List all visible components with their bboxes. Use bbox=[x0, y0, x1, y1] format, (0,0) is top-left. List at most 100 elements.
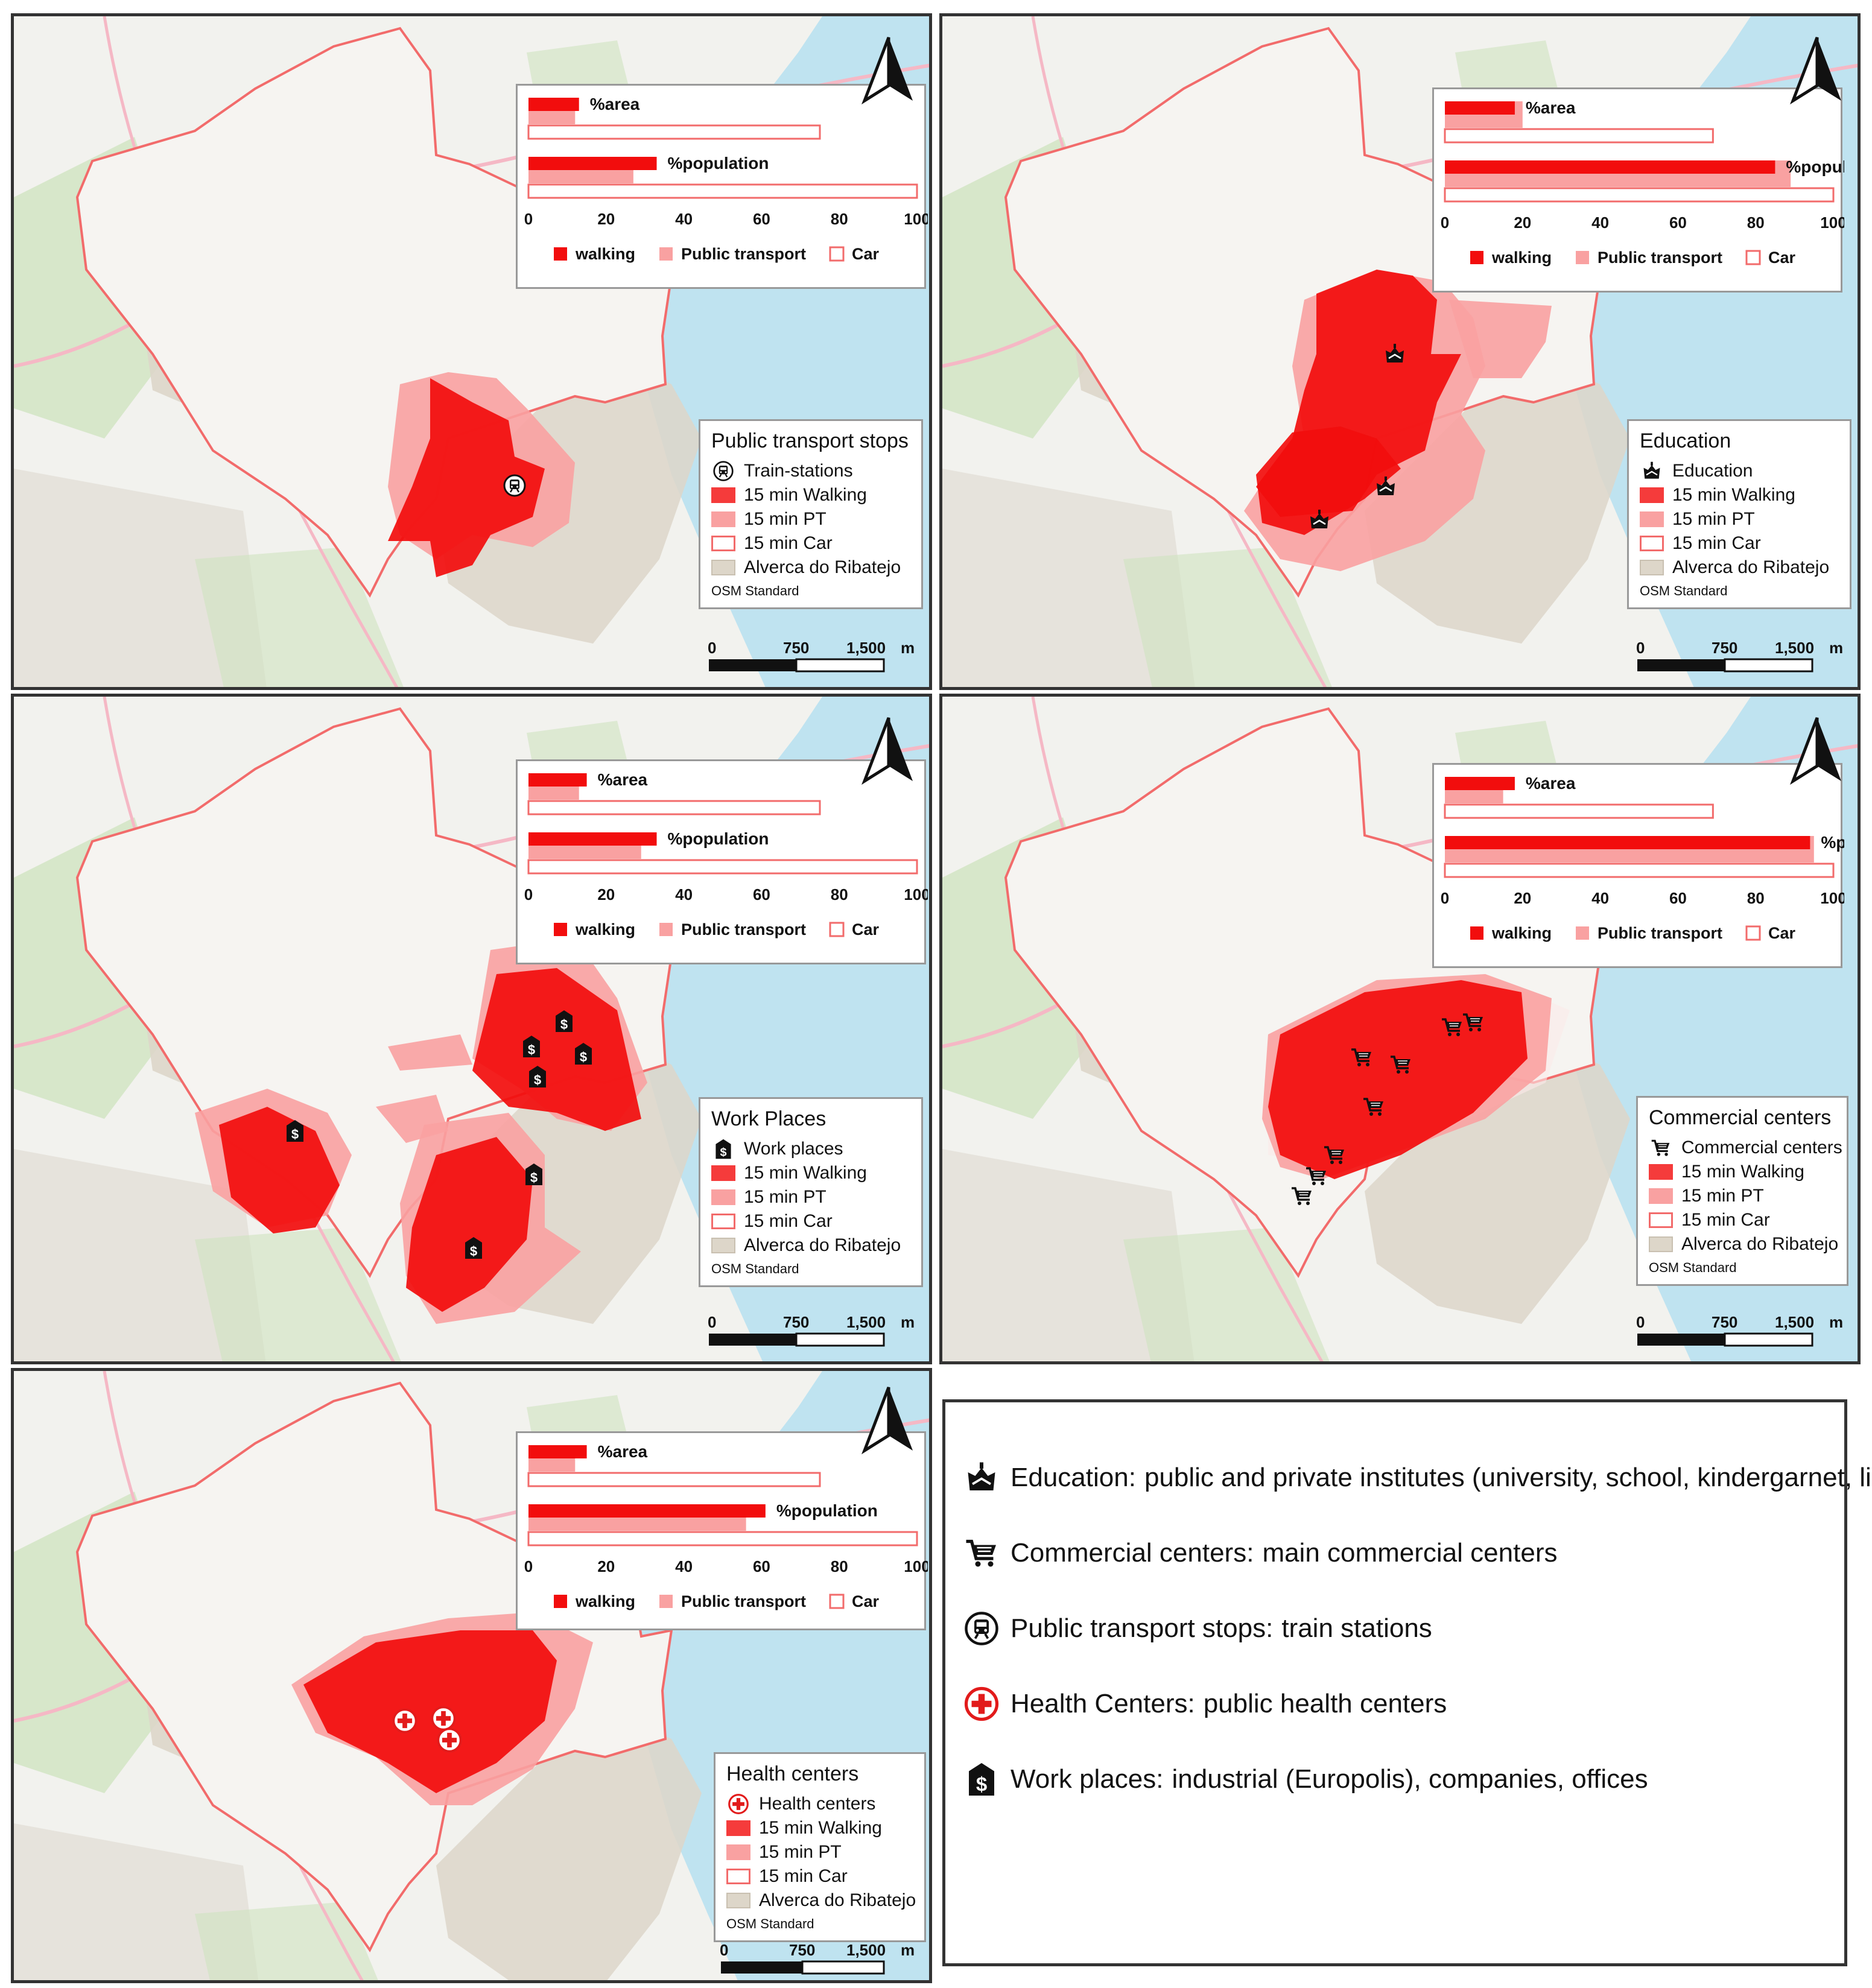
legend-row-car: 15 min Car bbox=[711, 531, 910, 556]
scale-label: 750 bbox=[783, 1313, 810, 1331]
tick-label: 0 bbox=[1441, 214, 1449, 232]
tick-label: 100 bbox=[904, 885, 928, 904]
walking-reach-area bbox=[219, 1107, 340, 1233]
legend-pt-swatch bbox=[1576, 251, 1589, 264]
vegetation-area bbox=[195, 547, 404, 687]
north-arrow-icon bbox=[861, 715, 916, 787]
tick-label: 60 bbox=[753, 210, 770, 228]
health-icon bbox=[728, 1794, 749, 1814]
legend-pt-label: Public transport bbox=[1598, 924, 1722, 942]
legend-row-pt: 15 min PT bbox=[711, 507, 910, 531]
legend-row-car: 15 min Car bbox=[1640, 531, 1839, 556]
scale-segment bbox=[801, 1960, 885, 1975]
map-legend: Work Places Work places 15 min Walking 15 m… bbox=[699, 1097, 923, 1287]
legend-car-label: Car bbox=[1768, 924, 1796, 942]
legend-pt-swatch bbox=[659, 247, 673, 261]
basemap-credit: OSM Standard bbox=[711, 583, 799, 598]
basemap-credit: OSM Standard bbox=[1640, 583, 1728, 598]
bar-car bbox=[1444, 803, 1714, 819]
scale-segment bbox=[1724, 658, 1813, 673]
north-arrow-shape bbox=[861, 717, 890, 785]
map-legend: Education Education 15 min Walking 15 min P… bbox=[1627, 419, 1851, 609]
pt-reach-area bbox=[376, 1095, 448, 1143]
tick-label: 60 bbox=[1669, 889, 1687, 907]
bar-car bbox=[527, 859, 918, 875]
scale-label: 750 bbox=[789, 1941, 816, 1959]
legend-row-walking: 15 min Walking bbox=[711, 1161, 910, 1185]
bar-car bbox=[527, 124, 821, 140]
bar-car bbox=[527, 800, 821, 815]
education-icon bbox=[1643, 461, 1661, 480]
legend-title: Education bbox=[1640, 429, 1731, 452]
legend-label: Alverca do Ribatejo bbox=[759, 1890, 916, 1910]
legend-car-swatch bbox=[829, 1594, 845, 1609]
train-icon bbox=[963, 1607, 1000, 1650]
legend-label: 15 min PT bbox=[1672, 509, 1755, 529]
legend-row-poi: Work places bbox=[711, 1137, 910, 1161]
tick-label: 80 bbox=[831, 1557, 848, 1575]
bar-walking bbox=[1445, 160, 1775, 174]
scale-label: 0 bbox=[708, 1313, 717, 1331]
scale-label: 0 bbox=[708, 639, 717, 657]
north-arrow-icon bbox=[1790, 34, 1844, 107]
bar-category-label: %population bbox=[776, 1501, 878, 1520]
key-row: Work places: industrial (Europolis), comp… bbox=[963, 1758, 1648, 1800]
tick-label: 60 bbox=[753, 885, 770, 904]
pt-reach-area bbox=[388, 1034, 472, 1071]
legend-title: Health centers bbox=[726, 1762, 859, 1785]
bar-walking bbox=[528, 832, 657, 846]
scale-label: 1,500 bbox=[846, 1941, 886, 1959]
legend-row-walking: 15 min Walking bbox=[726, 1816, 913, 1840]
legend-label: 15 min PT bbox=[744, 1187, 827, 1207]
legend-title: Work Places bbox=[711, 1107, 827, 1130]
key-category: Education: bbox=[1011, 1463, 1136, 1492]
car-swatch bbox=[726, 1869, 750, 1884]
legend-label: Education bbox=[1672, 461, 1753, 481]
legend-title: Public transport stops bbox=[711, 429, 909, 452]
vegetation-area bbox=[195, 1902, 378, 1980]
bar-car bbox=[1444, 128, 1714, 144]
scale-label: 0 bbox=[720, 1941, 729, 1959]
bar-category-label: %area bbox=[598, 770, 648, 789]
scale-bar: 0 750 1,500 m bbox=[1636, 639, 1853, 675]
legend-row-poi: Health centers bbox=[726, 1792, 913, 1816]
legend-walking-label: walking bbox=[1491, 248, 1552, 267]
alverca-area bbox=[1365, 366, 1630, 644]
urban-area bbox=[942, 1149, 1195, 1361]
legend-car-swatch bbox=[1745, 250, 1761, 265]
pt-swatch bbox=[711, 511, 735, 527]
legend-row-car: 15 min Car bbox=[711, 1209, 910, 1233]
legend-label: Alverca do Ribatejo bbox=[744, 557, 901, 577]
vegetation-area bbox=[1123, 547, 1332, 687]
category-key: Education: public and private institutes … bbox=[942, 1399, 1872, 1966]
legend-row-poi: Train-stations bbox=[711, 459, 910, 483]
bar-category-label: %population bbox=[1786, 157, 1844, 176]
basemap-credit: OSM Standard bbox=[1649, 1260, 1737, 1275]
tick-label: 0 bbox=[524, 885, 533, 904]
tick-label: 20 bbox=[1514, 214, 1531, 232]
scale-label: 750 bbox=[1712, 639, 1738, 657]
scale-segment bbox=[709, 659, 796, 671]
map-panel-education: %area %population 0 20 40 60 80 100 walking Publi… bbox=[939, 13, 1861, 690]
alverca-swatch bbox=[1640, 560, 1664, 575]
walking-swatch bbox=[711, 487, 735, 503]
tick-label: 100 bbox=[1820, 214, 1844, 232]
scale-label: 0 bbox=[1636, 639, 1645, 657]
legend-row-pt: 15 min PT bbox=[711, 1185, 910, 1209]
map-panel-transport: %area %population 0 20 40 60 80 100 walking Publi… bbox=[11, 13, 932, 690]
bar-car bbox=[1444, 187, 1835, 203]
north-arrow-icon bbox=[1790, 715, 1844, 787]
legend-label: 15 min Car bbox=[1681, 1210, 1770, 1230]
walking-swatch bbox=[1649, 1164, 1673, 1180]
bar-walking bbox=[1445, 836, 1810, 849]
scale-bar: 0 750 1,500 m bbox=[720, 1941, 925, 1977]
tick-label: 80 bbox=[831, 210, 848, 228]
tick-label: 80 bbox=[1747, 889, 1765, 907]
health-icon bbox=[431, 1706, 456, 1731]
legend-car-swatch bbox=[829, 922, 845, 937]
urban-area bbox=[942, 469, 1195, 687]
bar-category-label: %area bbox=[1526, 98, 1576, 117]
bar-chart: %area %population 0 20 40 60 80 100 walking Publi… bbox=[516, 759, 928, 964]
legend-label: 15 min Car bbox=[1672, 533, 1761, 553]
health-icon bbox=[963, 1683, 1000, 1725]
